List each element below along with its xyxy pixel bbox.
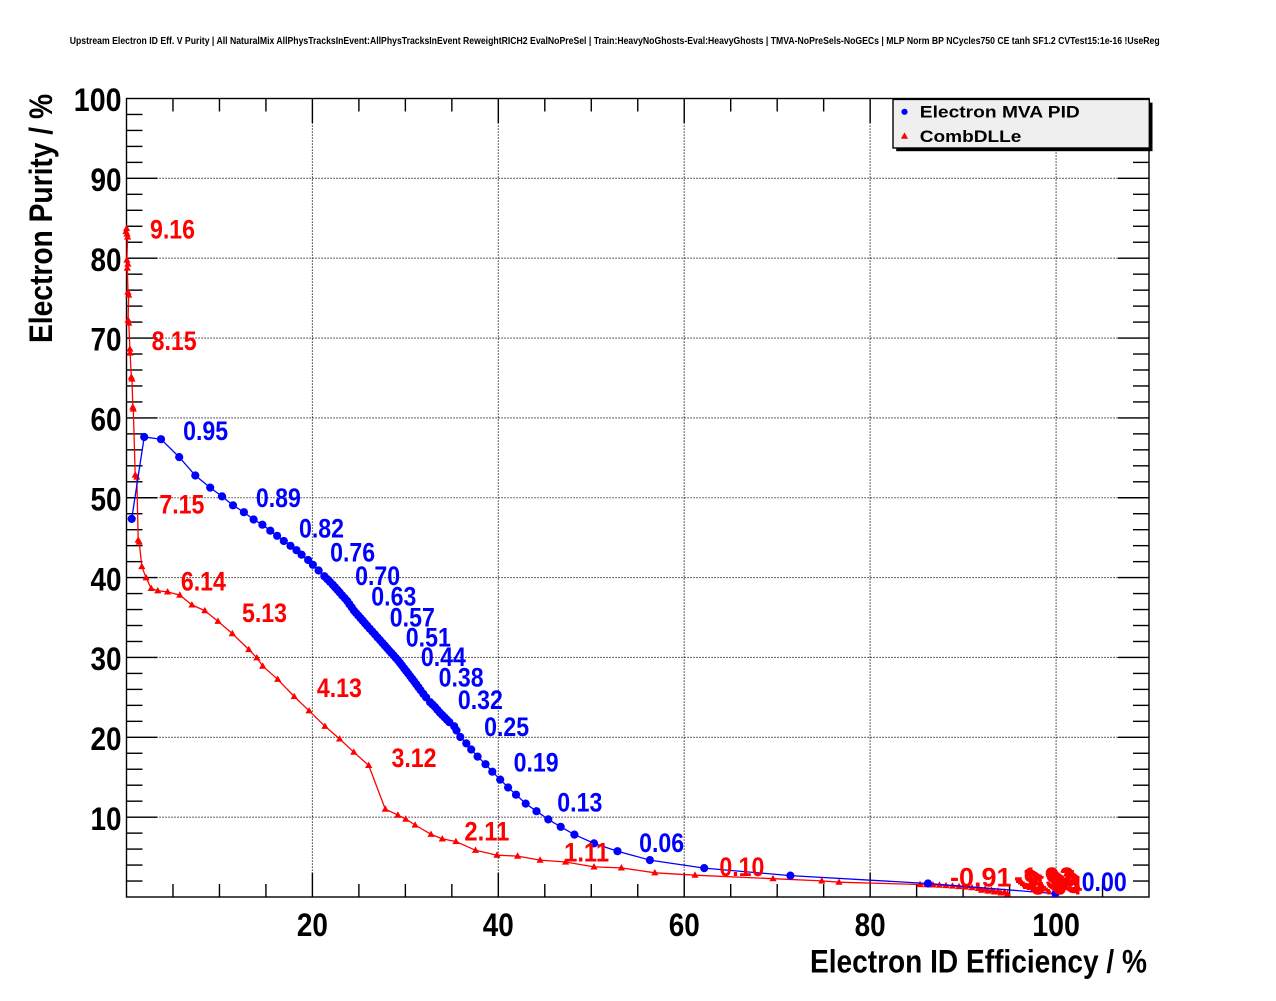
svg-text:3.12: 3.12 <box>392 743 437 773</box>
svg-text:-1.92: -1.92 <box>1014 862 1074 892</box>
svg-text:0.10: 0.10 <box>719 852 764 882</box>
svg-text:6.14: 6.14 <box>181 567 226 597</box>
svg-text:5.13: 5.13 <box>242 598 287 628</box>
svg-text:Electron MVA PID: Electron MVA PID <box>920 102 1080 121</box>
svg-text:40: 40 <box>91 561 122 597</box>
svg-text:7.15: 7.15 <box>159 490 204 520</box>
svg-text:-5.94: -5.94 <box>1022 871 1082 901</box>
svg-text:9.16: 9.16 <box>150 215 195 245</box>
svg-text:Electron Purity / %: Electron Purity / % <box>23 94 59 343</box>
svg-text:-3.93: -3.93 <box>1019 868 1079 898</box>
svg-text:0.13: 0.13 <box>557 788 602 818</box>
svg-text:-4.93: -4.93 <box>1021 869 1081 899</box>
svg-text:60: 60 <box>669 907 700 943</box>
svg-text:4.13: 4.13 <box>317 673 362 703</box>
svg-text:40: 40 <box>483 907 514 943</box>
svg-text:100: 100 <box>1032 907 1080 943</box>
svg-text:0.95: 0.95 <box>183 416 228 446</box>
svg-text:-0.91: -0.91 <box>950 863 1012 893</box>
svg-text:Electron ID Efficiency / %: Electron ID Efficiency / % <box>810 944 1147 980</box>
svg-text:0.82: 0.82 <box>299 513 344 543</box>
svg-text:0.06: 0.06 <box>639 828 684 858</box>
svg-text:50: 50 <box>91 481 122 517</box>
svg-text:0.76: 0.76 <box>330 538 375 568</box>
svg-text:0.70: 0.70 <box>355 561 400 591</box>
svg-text:0.63: 0.63 <box>371 582 416 612</box>
svg-text:100: 100 <box>74 82 122 118</box>
svg-text:0.00: 0.00 <box>1082 867 1127 897</box>
svg-text:70: 70 <box>91 322 122 358</box>
svg-text:20: 20 <box>297 907 328 943</box>
svg-text:0.89: 0.89 <box>256 483 301 513</box>
svg-text:90: 90 <box>91 162 122 198</box>
svg-text:0.38: 0.38 <box>439 663 484 693</box>
svg-text:80: 80 <box>91 242 122 278</box>
svg-text:10: 10 <box>91 801 122 837</box>
svg-text:Upstream Electron ID Eff. V Pu: Upstream Electron ID Eff. V Purity | All… <box>70 36 1160 47</box>
svg-text:2.11: 2.11 <box>464 817 509 847</box>
svg-text:0.51: 0.51 <box>406 623 451 653</box>
svg-text:1.11: 1.11 <box>564 837 609 867</box>
svg-text:20: 20 <box>91 721 122 757</box>
svg-text:30: 30 <box>91 641 122 677</box>
svg-text:CombDLLe: CombDLLe <box>920 127 1022 146</box>
svg-text:60: 60 <box>91 402 122 438</box>
svg-text:0.57: 0.57 <box>390 603 435 633</box>
svg-text:80: 80 <box>855 907 886 943</box>
svg-text:-2.92: -2.92 <box>1017 866 1077 896</box>
svg-text:0.32: 0.32 <box>458 685 503 715</box>
svg-text:-9.97: -9.97 <box>1015 865 1075 895</box>
svg-text:0.44: 0.44 <box>421 642 466 672</box>
svg-text:8.15: 8.15 <box>152 326 197 356</box>
svg-text:0.19: 0.19 <box>514 748 559 778</box>
svg-text:0.25: 0.25 <box>484 712 529 742</box>
